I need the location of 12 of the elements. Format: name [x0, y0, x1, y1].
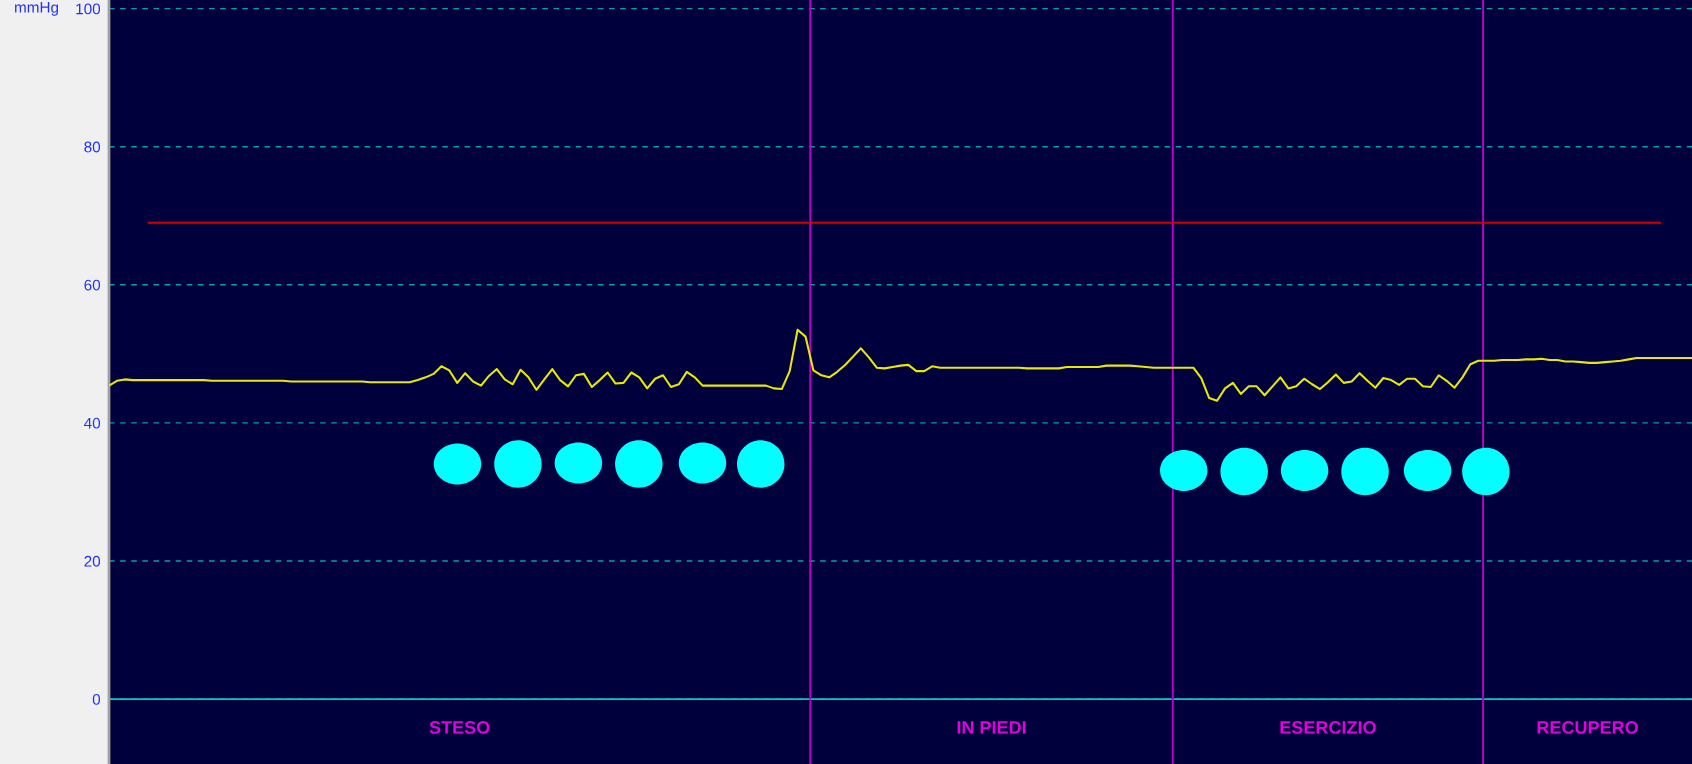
line-series — [109, 328, 1692, 402]
y-axis-title: mmHg — [15, 2, 59, 16]
y-tick-label: 100 — [76, 3, 101, 15]
y-tick-label: 0 — [92, 693, 101, 705]
annotation: RECUPERO — [1537, 721, 1638, 734]
y-tick-label: 60 — [84, 279, 101, 291]
y-tick-label: 80 — [84, 141, 101, 153]
y-tick-label: 40 — [84, 417, 101, 429]
y-tick-label: 20 — [84, 555, 101, 567]
annotation: ESERCIZIO — [1280, 721, 1376, 734]
annotation: IN PIEDI — [957, 721, 1026, 734]
annotation: STESO — [429, 721, 490, 734]
